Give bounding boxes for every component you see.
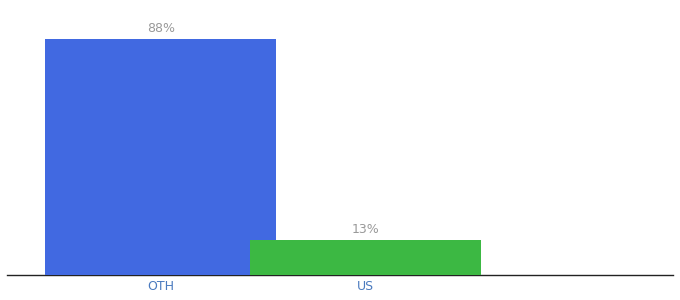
Bar xyxy=(46,39,276,275)
Text: 88%: 88% xyxy=(147,22,175,35)
Bar xyxy=(250,240,481,275)
Text: 13%: 13% xyxy=(352,223,379,236)
